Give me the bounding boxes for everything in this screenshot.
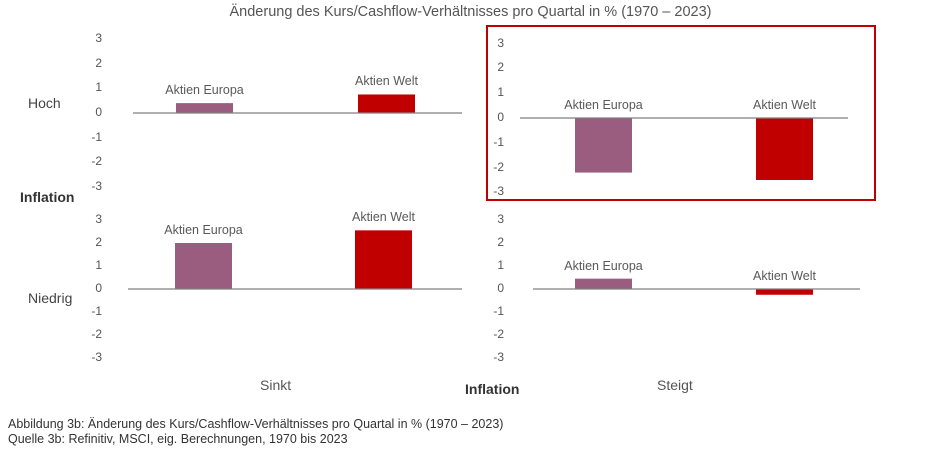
y-tick-label: -3 [493, 350, 504, 364]
y-tick-label: -1 [493, 134, 504, 149]
y-tick-label: -1 [91, 129, 102, 144]
bar-aktien-europa [575, 118, 632, 173]
highlight-box [486, 25, 876, 201]
bar-aktien-welt [756, 289, 813, 295]
bar-label: Aktien Europa [564, 258, 643, 273]
y-tick-label: 0 [497, 110, 504, 124]
y-tick-label: 0 [95, 281, 102, 295]
source-caption: Quelle 3b: Refinitiv, MSCI, eig. Berechn… [8, 432, 348, 446]
y-tick-label: -3 [493, 184, 504, 199]
figure-caption: Abbildung 3b: Änderung des Kurs/Cashflow… [8, 417, 504, 431]
y-tick-label: 2 [497, 235, 504, 249]
y-tick-label: -2 [91, 327, 102, 341]
row-label-hoch: Hoch [28, 95, 61, 111]
y-tick-label: 0 [497, 281, 504, 295]
bar-label: Aktien Europa [564, 98, 643, 112]
bar-aktien-europa [176, 103, 233, 113]
y-tick-label: 3 [95, 212, 102, 226]
bar-aktien-europa [175, 243, 232, 289]
y-tick-label: 1 [95, 258, 102, 272]
bar-aktien-welt [358, 94, 415, 113]
col-axis-label: Inflation [465, 381, 520, 397]
bar-label: Aktien Europa [165, 83, 244, 98]
y-tick-label: 1 [497, 258, 504, 272]
row-label-niedrig: Niedrig [28, 290, 73, 306]
y-tick-label: -1 [91, 304, 102, 318]
y-tick-label: 3 [497, 212, 504, 226]
col-label-sinkt: Sinkt [260, 377, 292, 393]
bar-label: Aktien Welt [753, 98, 816, 112]
y-tick-label: -2 [493, 159, 504, 174]
y-tick-label: -3 [91, 350, 102, 364]
bar-label: Aktien Welt [355, 74, 418, 89]
y-tick-label: 2 [95, 235, 102, 249]
y-tick-label: 0 [95, 105, 102, 119]
bar-aktien-europa [575, 278, 632, 289]
y-tick-label: 2 [95, 55, 102, 70]
bar-label: Aktien Europa [164, 223, 243, 237]
y-tick-label: -1 [493, 304, 504, 318]
y-tick-label: 3 [497, 35, 504, 50]
chart-title: Änderung des Kurs/Cashflow-Verhältnisses… [229, 4, 712, 20]
y-tick-label: 1 [95, 80, 102, 95]
y-tick-label: -2 [91, 154, 102, 169]
col-label-steigt: Steigt [657, 377, 693, 393]
bar-label: Aktien Welt [753, 269, 816, 283]
bar-aktien-welt [355, 230, 412, 289]
y-tick-label: -2 [493, 327, 504, 341]
bar-aktien-welt [756, 118, 813, 180]
y-tick-label: 1 [497, 85, 504, 100]
y-tick-label: -3 [91, 179, 102, 194]
row-axis-label: Inflation [20, 189, 75, 205]
bar-label: Aktien Welt [352, 210, 415, 225]
y-tick-label: 3 [95, 30, 102, 45]
y-tick-label: 2 [497, 60, 504, 75]
